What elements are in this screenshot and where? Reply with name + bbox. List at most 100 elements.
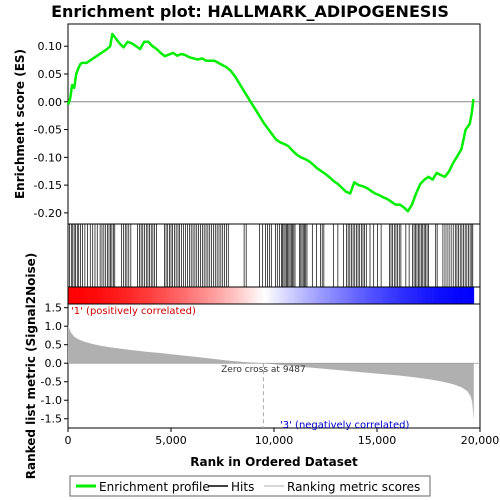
- heatmap-cell: [181, 287, 184, 304]
- heatmap-cell: [319, 287, 322, 304]
- heatmap-cell: [387, 287, 390, 304]
- heatmap-cell: [247, 287, 250, 304]
- heatmap-cell: [226, 287, 229, 304]
- negative-correlation-label: '3' (negatively correlated): [280, 420, 409, 431]
- heatmap-cell: [94, 287, 98, 304]
- heatmap-cell: [360, 287, 363, 304]
- heatmap-cell: [86, 287, 89, 304]
- heatmap-cell: [74, 287, 77, 304]
- heatmap-cell: [191, 287, 194, 304]
- heatmap-cell: [253, 287, 256, 304]
- heatmap-cell: [210, 287, 213, 304]
- heatmap-cell: [399, 287, 403, 304]
- heatmap-cell: [109, 287, 112, 304]
- heatmap-cell: [255, 287, 258, 304]
- heatmap-cell: [199, 287, 203, 304]
- positive-correlation-label: '1' (positively correlated): [71, 306, 196, 317]
- heatmap-cell: [146, 287, 149, 304]
- heatmap-cell: [282, 287, 285, 304]
- heatmap-cell: [418, 287, 421, 304]
- metric-y-tick-label: -1.0: [41, 394, 62, 407]
- hits-panel-frame: [67, 223, 481, 288]
- heatmap-cell: [113, 287, 116, 304]
- heatmap-cell: [265, 287, 269, 304]
- heatmap-cell: [298, 287, 302, 304]
- heatmap-cell: [90, 287, 94, 304]
- heatmap-cell: [230, 287, 234, 304]
- heatmap-cell: [364, 287, 367, 304]
- heatmap-cell: [259, 287, 262, 304]
- es-panel-frame: [67, 23, 481, 225]
- es-y-tick-label: 0.05: [38, 68, 63, 81]
- heatmap-cell: [166, 287, 170, 304]
- heatmap-cell: [144, 287, 147, 304]
- heatmap-cell: [103, 287, 106, 304]
- heatmap-cell: [455, 287, 458, 304]
- heatmap-cell: [140, 287, 143, 304]
- heatmap-cell: [243, 287, 246, 304]
- heatmap-cell: [152, 287, 155, 304]
- heatmap-cell: [379, 287, 382, 304]
- heatmap-cell: [203, 287, 207, 304]
- es-y-tick-label: -0.20: [34, 207, 62, 220]
- heatmap-cell: [183, 287, 186, 304]
- heatmap-cell: [271, 287, 275, 304]
- heatmap-cell: [107, 287, 110, 304]
- heatmap-cell: [129, 287, 133, 304]
- heatmap-cell: [309, 287, 312, 304]
- heatmap-cell: [370, 287, 374, 304]
- heatmap-cell: [117, 287, 120, 304]
- heatmap-cell: [78, 287, 81, 304]
- heatmap-cell: [222, 287, 225, 304]
- heatmap-cell: [354, 287, 357, 304]
- heatmap-cell: [96, 287, 100, 304]
- heatmap-cell: [436, 287, 440, 304]
- heatmap-cell: [234, 287, 238, 304]
- heatmap-cell: [269, 287, 273, 304]
- ranking-metric-area: [68, 324, 474, 421]
- heatmap-cell: [241, 287, 244, 304]
- heatmap-cell: [335, 287, 339, 304]
- heatmap-cell: [88, 287, 91, 304]
- heatmap-cell: [348, 287, 351, 304]
- legend-entry-hits: Hits: [231, 480, 254, 494]
- heatmap-cell: [428, 287, 431, 304]
- heatmap-cell: [333, 287, 337, 304]
- heatmap-cell: [72, 287, 75, 304]
- heatmap-cell: [123, 287, 126, 304]
- heatmap-cell: [193, 287, 197, 304]
- heatmap-cell: [208, 287, 211, 304]
- heatmap-cell: [115, 287, 118, 304]
- heatmap-cell: [453, 287, 456, 304]
- heatmap-cell: [444, 287, 448, 304]
- heatmap-cell: [350, 287, 353, 304]
- heatmap-cell: [449, 287, 452, 304]
- heatmap-cell: [434, 287, 438, 304]
- legend-box: [69, 475, 431, 497]
- heatmap-cell: [465, 287, 468, 304]
- heatmap-cell: [405, 287, 409, 304]
- heatmap-cell: [251, 287, 254, 304]
- metric-y-tick-label: 1.0: [45, 320, 63, 333]
- heatmap-cell: [100, 287, 104, 304]
- heatmap-cell: [218, 287, 221, 304]
- heatmap-cell: [175, 287, 178, 304]
- heatmap-cell: [82, 287, 85, 304]
- heatmap-cell: [179, 287, 182, 304]
- es-y-tick-label: 0.00: [38, 96, 63, 109]
- es-y-tick-label: -0.10: [34, 151, 62, 164]
- heatmap-cell: [422, 287, 425, 304]
- heatmap-cell: [467, 287, 470, 304]
- heatmap-cell: [261, 287, 264, 304]
- heatmap-cell: [409, 287, 413, 304]
- metric-y-tick-label: 0.0: [45, 357, 63, 370]
- heatmap-cell: [430, 287, 433, 304]
- heatmap-cell: [327, 287, 330, 304]
- x-tick-label: 5,000: [155, 434, 187, 447]
- heatmap-cell: [294, 287, 297, 304]
- heatmap-cell: [317, 287, 320, 304]
- heatmap-cell: [206, 287, 209, 304]
- heatmap-cell: [412, 287, 415, 304]
- heatmap-cell: [401, 287, 405, 304]
- heatmap-cell: [278, 287, 281, 304]
